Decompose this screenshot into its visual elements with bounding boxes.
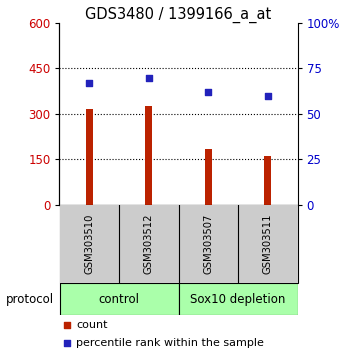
Point [64,322,69,327]
Text: percentile rank within the sample: percentile rank within the sample [76,338,264,348]
Point [146,75,152,80]
Point [265,93,271,99]
Polygon shape [51,291,58,307]
Bar [59,283,178,315]
Point [205,89,211,95]
Text: control: control [99,293,139,306]
Bar [119,205,178,283]
Text: GSM303510: GSM303510 [84,214,94,274]
Title: GDS3480 / 1399166_a_at: GDS3480 / 1399166_a_at [85,7,272,23]
Text: count: count [76,320,108,330]
Bar [205,149,212,205]
Text: GSM303511: GSM303511 [263,214,273,274]
Text: Sox10 depletion: Sox10 depletion [190,293,286,306]
Bar [145,107,152,205]
Bar [238,205,298,283]
Point [64,340,69,346]
Bar [59,205,119,283]
Point [86,80,92,86]
Bar [86,109,93,205]
Text: GSM303507: GSM303507 [203,214,213,274]
Bar [178,283,298,315]
Text: protocol: protocol [5,293,54,306]
Bar [264,156,271,205]
Bar [178,205,238,283]
Text: GSM303512: GSM303512 [144,214,154,274]
